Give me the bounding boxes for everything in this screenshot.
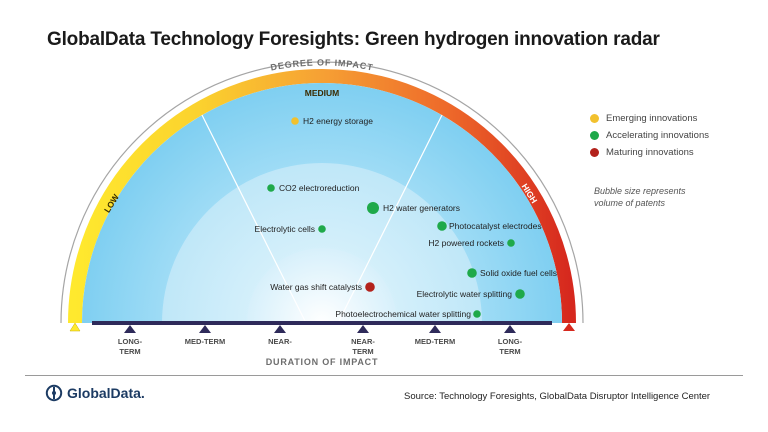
innovation-bubble xyxy=(365,282,375,292)
duration-baseline xyxy=(92,321,552,325)
duration-tick-label: MED-TERM xyxy=(415,337,455,346)
innovation-bubble xyxy=(473,310,481,318)
duration-tick-marker xyxy=(357,325,369,333)
legend-label-maturing: Maturing innovations xyxy=(606,147,694,158)
duration-tick-marker xyxy=(429,325,441,333)
duration-tick-label: TERM xyxy=(352,347,373,356)
innovation-label: Water gas shift catalysts xyxy=(270,282,362,292)
legend-item-accelerating: Accelerating innovations xyxy=(590,127,709,144)
legend: Emerging innovations Accelerating innova… xyxy=(590,110,709,161)
duration-axis-title: DURATION OF IMPACT xyxy=(266,357,379,367)
innovation-bubble xyxy=(507,239,515,247)
legend-dot-emerging xyxy=(590,114,599,123)
legend-label-accelerating: Accelerating innovations xyxy=(606,130,709,141)
innovation-label: H2 water generators xyxy=(383,203,460,213)
duration-tick-marker xyxy=(124,325,136,333)
source-note: Source: Technology Foresights, GlobalDat… xyxy=(404,391,710,402)
innovation-bubble xyxy=(367,202,379,214)
innovation-label: Solid oxide fuel cells xyxy=(480,268,557,278)
legend-dot-maturing xyxy=(590,148,599,157)
innovation-bubble xyxy=(515,289,525,299)
duration-tick-label: TERM xyxy=(119,347,140,356)
innovation-label: H2 powered rockets xyxy=(428,238,504,248)
legend-item-maturing: Maturing innovations xyxy=(590,144,709,161)
innovation-label: Electrolytic cells xyxy=(255,224,315,234)
duration-tick-marker xyxy=(504,325,516,333)
innovation-bubble xyxy=(437,221,447,231)
legend-label-emerging: Emerging innovations xyxy=(606,113,697,124)
innovation-label: CO2 electroreduction xyxy=(279,183,360,193)
duration-tick-label: NEAR- xyxy=(351,337,375,346)
globaldata-logo-text: GlobalData. xyxy=(67,385,145,401)
innovation-bubble xyxy=(318,225,326,233)
innovation-bubble xyxy=(267,184,275,192)
duration-tick-label: LONG- xyxy=(498,337,523,346)
innovation-label: H2 energy storage xyxy=(303,116,373,126)
legend-dot-accelerating xyxy=(590,131,599,140)
impact-label-medium: MEDIUM xyxy=(305,88,339,98)
duration-tick-marker xyxy=(199,325,211,333)
footer-divider xyxy=(25,375,743,376)
innovation-label: Photocatalyst electrodes xyxy=(449,221,542,231)
innovation-label: Electrolytic water splitting xyxy=(417,289,513,299)
innovation-bubble xyxy=(467,268,477,278)
high-end-marker xyxy=(563,323,575,331)
legend-item-emerging: Emerging innovations xyxy=(590,110,709,127)
globaldata-logo-icon xyxy=(45,384,63,402)
low-end-marker xyxy=(70,323,80,331)
duration-tick-label: LONG- xyxy=(118,337,143,346)
bubble-size-note: Bubble size represents volume of patents xyxy=(594,185,714,209)
duration-tick-label: MED-TERM xyxy=(185,337,225,346)
duration-tick-label: TERM xyxy=(499,347,520,356)
duration-tick-marker xyxy=(274,325,286,333)
globaldata-logo: GlobalData. xyxy=(45,384,145,402)
innovation-bubble xyxy=(291,117,299,125)
innovation-label: Photoelectrochemical water splitting xyxy=(335,309,471,319)
duration-tick-label: NEAR- xyxy=(268,337,292,346)
